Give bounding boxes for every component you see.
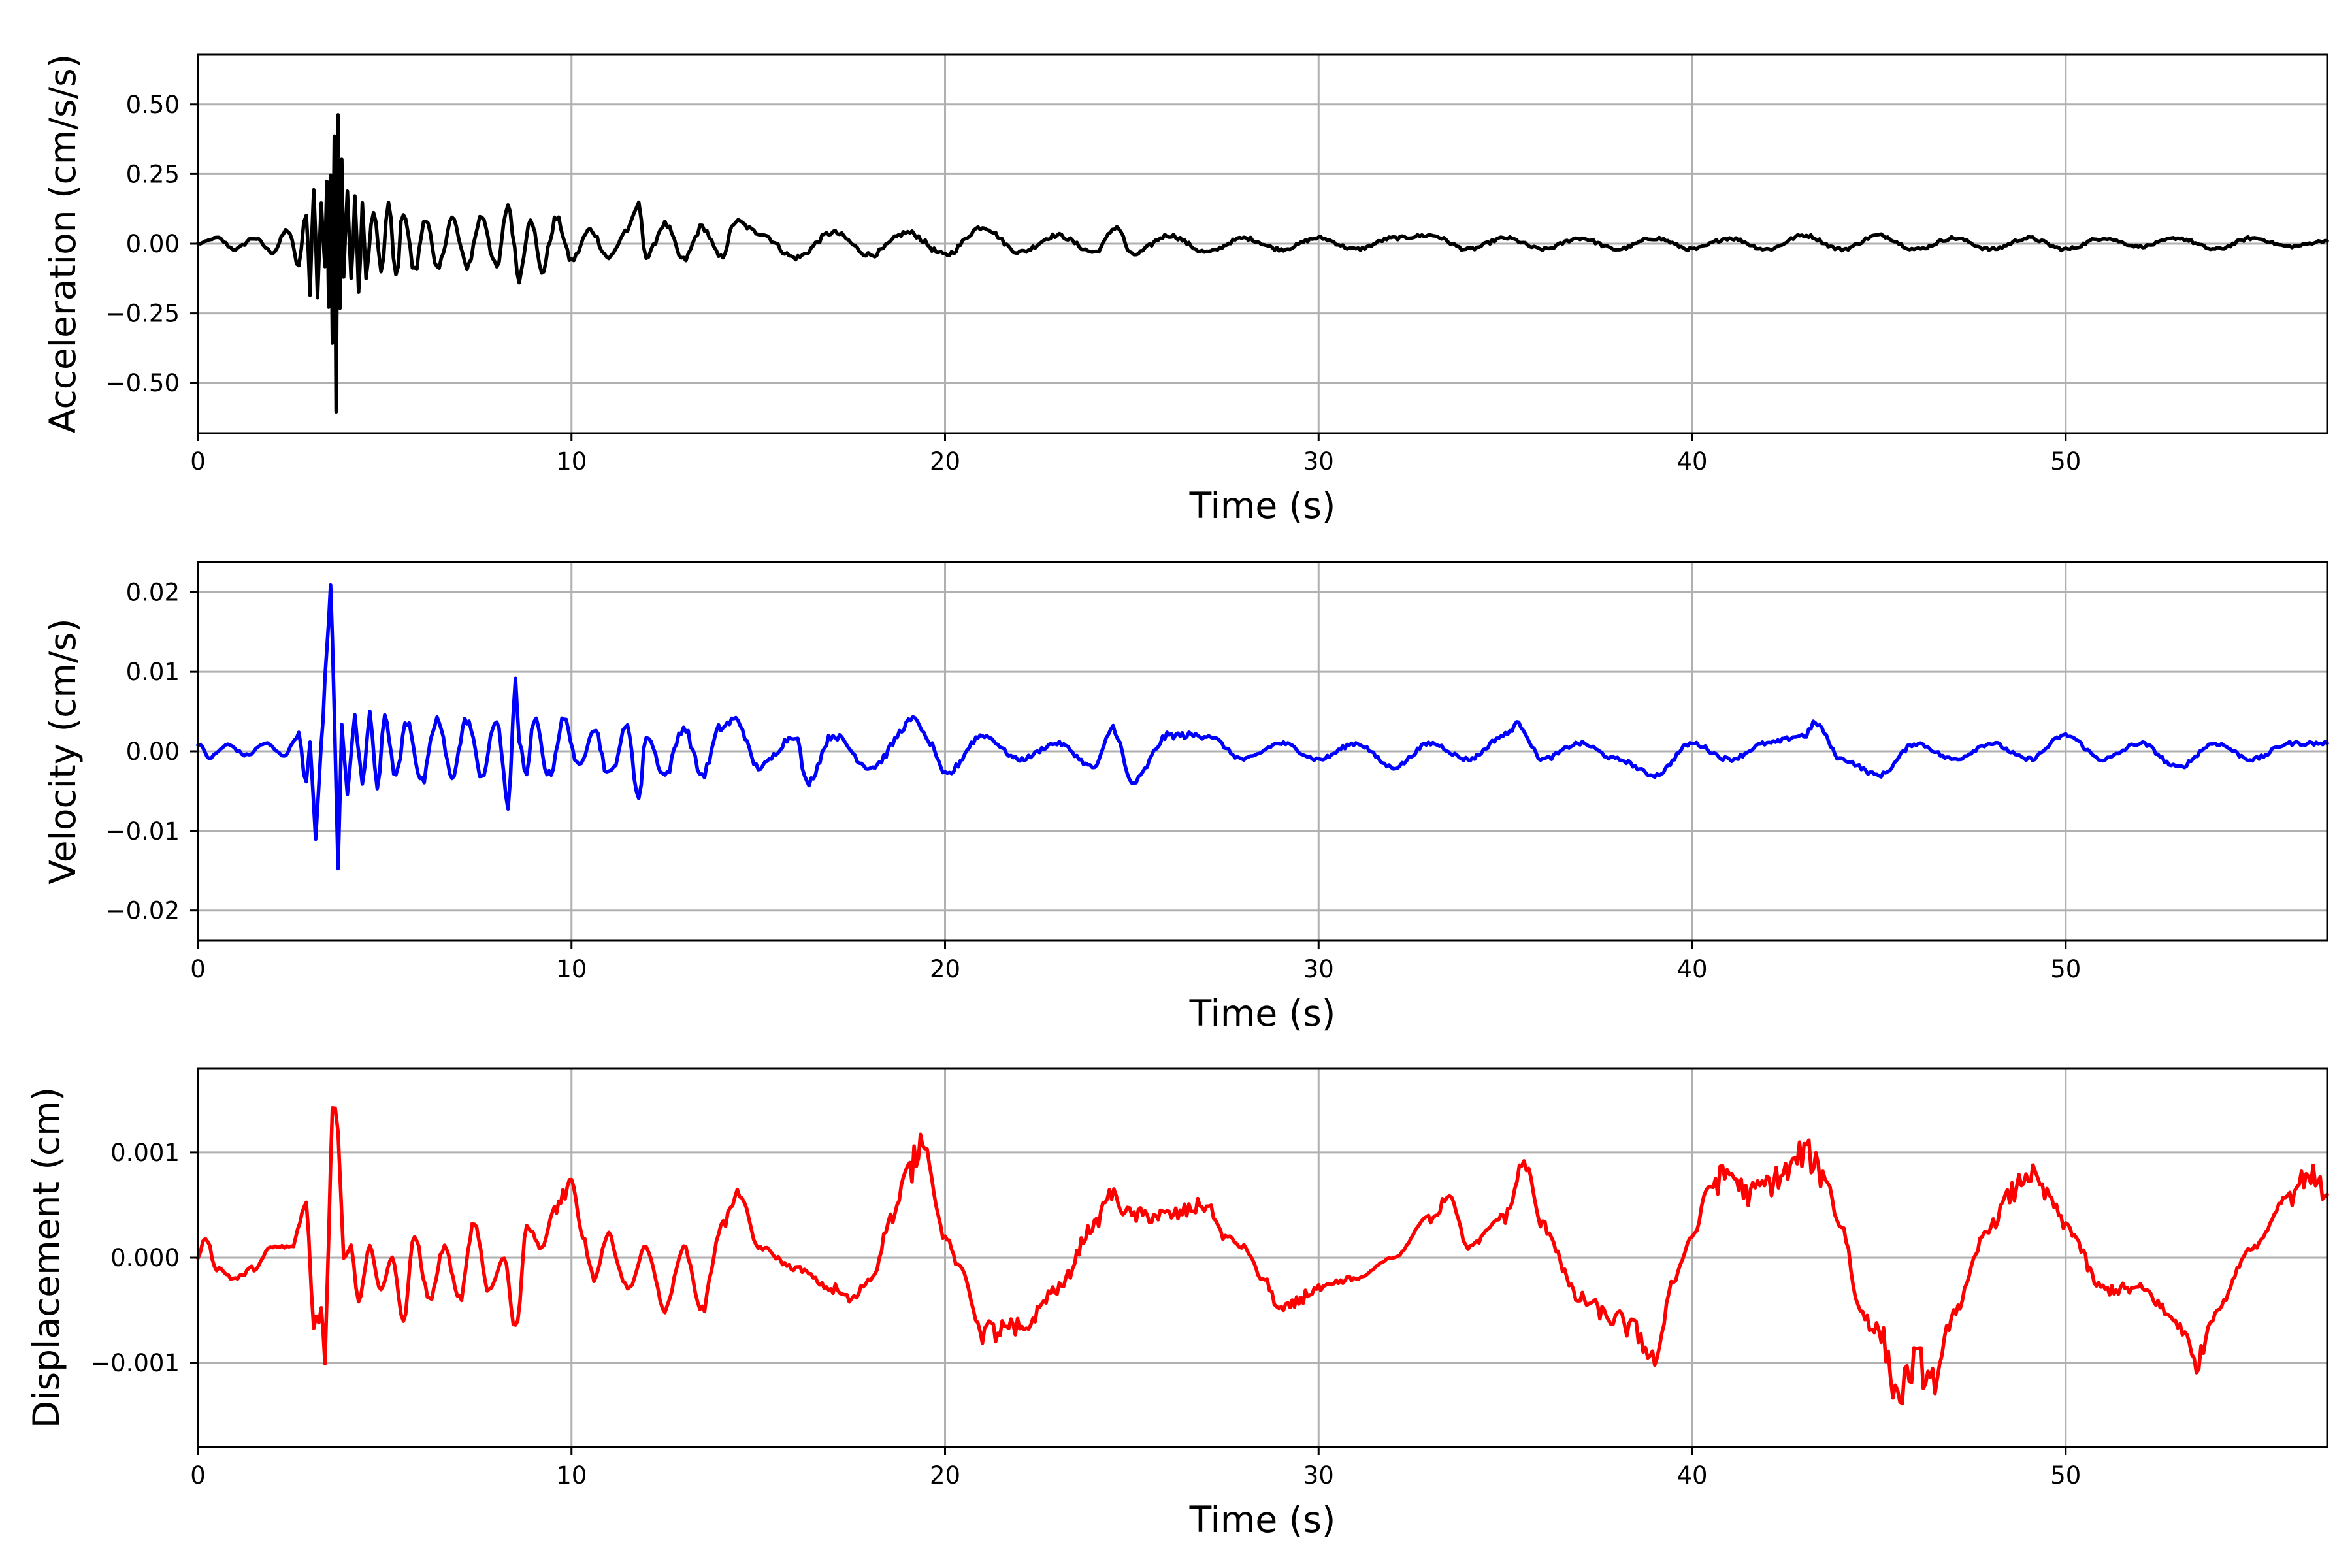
acceleration-x-axis-label: Time (s) — [1189, 485, 1336, 527]
acceleration-grid — [198, 54, 2327, 433]
acceleration-y-tick-label: 0.00 — [126, 230, 180, 258]
displacement-x-tick-label: 40 — [1676, 1462, 1707, 1490]
velocity-y-tick-label: −0.01 — [106, 817, 180, 845]
acceleration-x-tick-label: 20 — [930, 448, 960, 476]
acceleration-x-tick-label: 40 — [1676, 448, 1707, 476]
displacement-x-tick-label: 0 — [190, 1462, 206, 1490]
displacement-x-tick-label: 10 — [556, 1462, 587, 1490]
velocity-x-tick-label: 10 — [556, 955, 587, 983]
acceleration-panel: 0 10 20 30 40 50 −0.50 −0.25 0.00 0.25 0.50 Time (s… — [42, 53, 2329, 527]
displacement-x-tick-label: 20 — [930, 1462, 960, 1490]
displacement-panel: 0 10 20 30 40 50 −0.001 0.000 0.001 Time (s) Displ… — [25, 1067, 2329, 1541]
displacement-x-tick-label: 30 — [1303, 1462, 1334, 1490]
displacement-y-tick-label: −0.001 — [90, 1349, 180, 1377]
velocity-x-tick-label: 20 — [930, 955, 960, 983]
velocity-y-axis-label: Velocity (cm/s) — [42, 618, 84, 884]
acceleration-x-tick-label: 10 — [556, 448, 587, 476]
acceleration-y-tick-label: 0.25 — [126, 160, 180, 188]
velocity-y-tick-label: 0.02 — [126, 578, 180, 606]
velocity-x-tick-label: 50 — [2050, 955, 2081, 983]
velocity-x-axis-label: Time (s) — [1189, 992, 1336, 1034]
displacement-y-tick-label: 0.000 — [110, 1244, 180, 1272]
displacement-grid — [198, 1068, 2327, 1447]
velocity-x-tick-label: 40 — [1676, 955, 1707, 983]
acceleration-x-tick-label: 50 — [2050, 448, 2081, 476]
displacement-series-line — [196, 1106, 2329, 1406]
velocity-y-tick-label: 0.01 — [126, 658, 180, 686]
velocity-x-tick-label: 0 — [190, 955, 206, 983]
velocity-x-tick-label: 30 — [1303, 955, 1334, 983]
velocity-y-tick-label: 0.00 — [126, 738, 180, 766]
acceleration-x-tick-label: 30 — [1303, 448, 1334, 476]
acceleration-series-line — [196, 113, 2329, 414]
velocity-series-line — [196, 583, 2329, 871]
velocity-panel: 0 10 20 30 40 50 −0.02 −0.01 0.00 0.01 0.02 Time (s… — [42, 561, 2329, 1034]
displacement-y-tick-label: 0.001 — [110, 1139, 180, 1167]
acceleration-x-tick-label: 0 — [190, 448, 206, 476]
velocity-y-tick-label: −0.02 — [106, 897, 180, 925]
acceleration-y-tick-label: −0.50 — [106, 369, 180, 397]
displacement-y-axis-label: Displacement (cm) — [25, 1087, 67, 1428]
acceleration-y-tick-label: 0.50 — [126, 91, 180, 119]
displacement-x-axis-label: Time (s) — [1189, 1499, 1336, 1541]
acceleration-y-axis-label: Acceleration (cm/s/s) — [42, 54, 84, 433]
displacement-x-tick-label: 50 — [2050, 1462, 2081, 1490]
acceleration-y-tick-label: −0.25 — [106, 300, 180, 328]
